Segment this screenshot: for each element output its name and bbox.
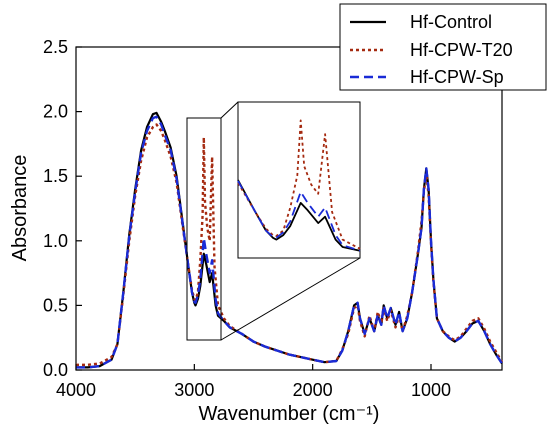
legend-label-hf-cpw-t20: Hf-CPW-T20 <box>410 40 513 60</box>
series-layer <box>76 111 504 369</box>
ticks-layer: 4000 3000 2000 1000 0.0 0.5 1.0 1.5 2.0 2.5 <box>43 37 451 400</box>
legend: Hf-Control Hf-CPW-T20 Hf-CPW-Sp <box>339 3 547 91</box>
inset <box>237 101 361 259</box>
x-tick-label-2000: 2000 <box>293 380 333 400</box>
plot-area: 4000 3000 2000 1000 0.0 0.5 1.0 1.5 2.0 2.5 <box>43 37 504 400</box>
y-tick-label-0.5: 0.5 <box>43 295 68 315</box>
series-line-hf-cpw-sp <box>76 115 504 369</box>
zoom-source-box <box>186 117 222 341</box>
x-tick-label-3000: 3000 <box>174 380 214 400</box>
axis-titles: Wavenumber (cm⁻¹) Absorbance <box>9 155 379 425</box>
legend-label-hf-control: Hf-Control <box>410 12 492 32</box>
y-axis-title: Absorbance <box>9 155 31 262</box>
inset-series-layer <box>237 119 361 252</box>
x-axis-title: Wavenumber (cm⁻¹) <box>199 403 380 425</box>
x-tick-label-1000: 1000 <box>411 380 451 400</box>
legend-frame <box>339 3 547 91</box>
zoom-connector-bottom <box>220 257 361 341</box>
inset-frame <box>237 101 361 259</box>
y-tick-label-1.0: 1.0 <box>43 231 68 251</box>
y-tick-label-2.0: 2.0 <box>43 102 68 122</box>
plot-frame <box>75 46 503 371</box>
legend-label-hf-cpw-sp: Hf-CPW-Sp <box>410 67 504 87</box>
zoom-connector-top <box>220 101 239 119</box>
y-tick-label-1.5: 1.5 <box>43 166 68 186</box>
y-tick-label-0.0: 0.0 <box>43 360 68 380</box>
x-tick-label-4000: 4000 <box>56 380 96 400</box>
y-tick-label-2.5: 2.5 <box>43 37 68 57</box>
zoom-indicator <box>186 101 361 341</box>
inset-series-line-hf-cpw-sp <box>237 180 361 252</box>
